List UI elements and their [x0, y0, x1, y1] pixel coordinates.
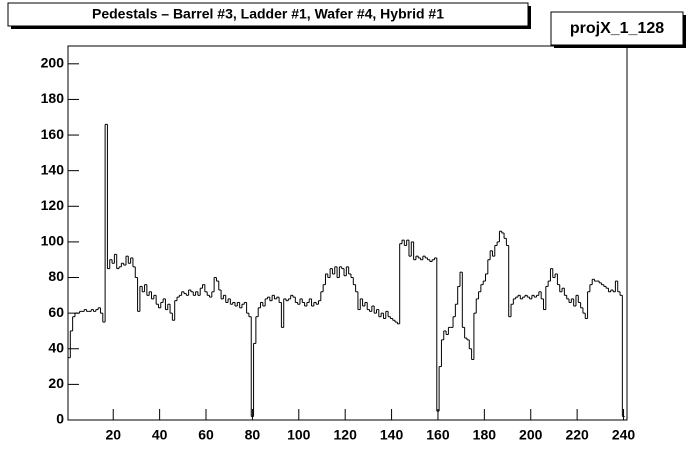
- y-tick-label: 160: [41, 126, 65, 142]
- y-tick-label: 80: [48, 268, 64, 284]
- x-tick-label: 40: [152, 427, 168, 443]
- stats-label: projX_1_128: [570, 20, 664, 37]
- y-tick-label: 0: [56, 411, 64, 427]
- stats-box: [550, 11, 684, 46]
- x-tick-label: 100: [287, 427, 311, 443]
- x-tick-label: 60: [198, 427, 214, 443]
- x-tick-label: 20: [105, 427, 121, 443]
- y-tick-label: 20: [48, 375, 64, 391]
- y-tick-label: 140: [41, 161, 65, 177]
- x-tick-label: 240: [612, 427, 636, 443]
- x-tick-label: 180: [473, 427, 497, 443]
- x-tick-label: 160: [426, 427, 450, 443]
- x-tick-label: 220: [565, 427, 589, 443]
- y-tick-label: 120: [41, 197, 65, 213]
- x-tick-label: 80: [245, 427, 261, 443]
- x-tick-label: 140: [380, 427, 404, 443]
- title-box: [7, 2, 529, 27]
- y-tick-label: 40: [48, 339, 64, 355]
- y-tick-label: 200: [41, 55, 65, 71]
- x-tick-label: 200: [519, 427, 543, 443]
- y-tick-label: 60: [48, 304, 64, 320]
- y-tick-label: 180: [41, 90, 65, 106]
- chart-title: Pedestals – Barrel #3, Ladder #1, Wafer …: [92, 6, 444, 22]
- y-tick-label: 100: [41, 233, 65, 249]
- plot-frame: [67, 45, 628, 421]
- x-tick-label: 120: [334, 427, 358, 443]
